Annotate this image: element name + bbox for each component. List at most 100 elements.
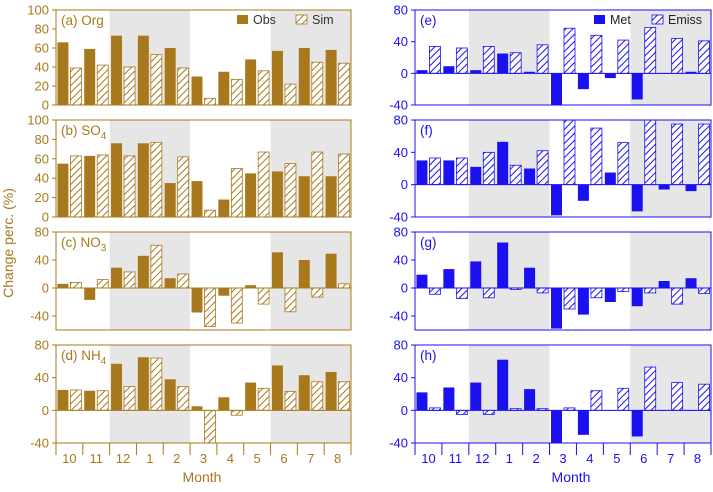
panel-3-label: (d) NH4 <box>61 348 107 367</box>
panel-5-bar-emiss-2 <box>536 150 549 186</box>
panel-6-shade-1 <box>630 232 711 330</box>
panel-1-bar-obs-1 <box>137 143 149 217</box>
panel-0-shade-0 <box>109 10 191 105</box>
panel-4-bar-emiss-4 <box>590 34 603 74</box>
panel-6-bar-met-6 <box>631 288 643 307</box>
panel-4-frame <box>414 9 712 106</box>
panel-0-bar-sim-3 <box>204 97 216 106</box>
panel-5-bar-emiss-6 <box>644 119 657 186</box>
panel-5-bar-emiss-10 <box>429 157 441 186</box>
axes-layer <box>52 9 712 455</box>
panel-1-bar-sim-12 <box>123 155 136 218</box>
panel-2-bar-sim-3 <box>204 287 216 327</box>
panel-4-legend-swatch-emiss <box>651 14 664 25</box>
panel-0-bar-sim-12 <box>123 66 136 106</box>
panel-0-bar-sim-1 <box>150 54 163 106</box>
panel-4-bar-met-4 <box>577 73 589 90</box>
panel-3-xtick-label-6: 6 <box>280 451 287 466</box>
panel-7-xtick-label-11: 11 <box>449 451 463 466</box>
panel-0-legend-swatch-obs <box>237 15 248 24</box>
panel-3-bar-obs-7 <box>298 375 310 411</box>
panel-1-bar-obs-8 <box>325 176 337 217</box>
panel-7-xtick-label-12: 12 <box>475 451 489 466</box>
panel-6-bar-met-1 <box>497 242 509 288</box>
panel-5-bar-met-12 <box>470 166 482 185</box>
panel-4-ytick-label-0: 0 <box>401 66 408 81</box>
panel-6-bar-emiss-3 <box>563 287 576 310</box>
panel-7-bar-met-1 <box>497 359 509 411</box>
panel-2-bar-obs-7 <box>298 260 310 288</box>
panel-0-bar-obs-7 <box>298 48 310 105</box>
panel-6-bar-emiss-12 <box>482 287 495 299</box>
label-layer: Change perc. (%) Month Month 02040608010… <box>0 3 702 486</box>
panel-3-bar-obs-11 <box>84 390 96 411</box>
panel-2-bar-obs-2 <box>164 278 176 288</box>
panel-1-bar-obs-11 <box>84 155 96 217</box>
panel-1-bar-obs-3 <box>191 181 203 217</box>
panel-3-bar-sim-3 <box>204 409 216 444</box>
panel-3-bar-obs-4 <box>218 397 230 411</box>
panel-5-bar-met-11 <box>443 160 455 185</box>
panel-3-ytick-label-40: 40 <box>35 370 49 385</box>
panel-2-bar-sim-4 <box>230 287 243 324</box>
panel-4-bar-emiss-3 <box>563 27 576 74</box>
panel-6-bar-met-12 <box>470 261 482 288</box>
panel-2-bar-sim-2 <box>177 273 190 289</box>
panel-4-label: (e) <box>420 13 437 28</box>
panel-1-bar-obs-5 <box>245 173 257 217</box>
panel-0-bar-obs-8 <box>325 49 337 105</box>
panel-5-bar-emiss-1 <box>509 164 522 186</box>
panel-4-bar-emiss-7 <box>671 38 684 74</box>
panel-3-bar-obs-2 <box>164 379 176 411</box>
panel-2-bar-sim-8 <box>338 283 350 289</box>
panel-4-bar-emiss-2 <box>536 44 549 74</box>
panel-7-xtick-label-7: 7 <box>667 451 674 466</box>
panel-5-frame <box>414 119 712 218</box>
panel-7-xtick-label-5: 5 <box>613 451 620 466</box>
panel-5-shade-0 <box>468 120 550 217</box>
panel-0-bar-obs-6 <box>271 50 283 105</box>
panel-6-bar-met-3 <box>551 288 562 329</box>
panel-7-ytick-label-0: 0 <box>401 403 408 418</box>
panel-3-bar-sim-11 <box>96 390 109 411</box>
panel-5-bar-met-5 <box>604 172 616 185</box>
panel-2-bar-obs-5 <box>245 285 257 288</box>
panel-6-bar-met-8 <box>685 278 697 288</box>
panel-7-bar-emiss-12 <box>482 409 495 415</box>
panel-4-ytick-label--40: -40 <box>389 98 408 113</box>
panel-1-ytick-label-20: 20 <box>35 190 49 205</box>
panel-4-bar-emiss-8 <box>698 40 710 74</box>
panel-0-ytick-label-100: 100 <box>27 3 49 18</box>
panel-1-ytick-label-0: 0 <box>42 210 49 225</box>
panel-0-bar-obs-4 <box>218 71 230 105</box>
panel-0-label: (a) Org <box>61 13 104 28</box>
panel-0-ytick-label-40: 40 <box>35 60 49 75</box>
panel-3-bar-obs-12 <box>111 363 123 411</box>
panel-7-bar-emiss-4 <box>590 390 603 411</box>
panel-6-shade-0 <box>468 232 550 330</box>
panel-2-bar-sim-12 <box>123 271 136 289</box>
panel-5-bar-met-2 <box>524 168 536 185</box>
shared-y-axis-label: Change perc. (%) <box>0 188 16 298</box>
panel-5-bar-met-4 <box>577 184 589 201</box>
panel-0-legend-swatch-sim <box>295 14 308 25</box>
panel-1-bar-sim-2 <box>177 156 190 218</box>
x-axis-title-left: Month <box>183 469 222 485</box>
panel-2-ytick-label--40: -40 <box>30 309 49 324</box>
panel-0-frame <box>55 9 352 106</box>
panel-0-legend-label-obs: Obs <box>253 13 276 27</box>
panel-5-shade-1 <box>630 120 711 217</box>
panel-4-bar-emiss-10 <box>429 46 441 74</box>
panel-6-bar-met-7 <box>658 281 670 288</box>
bar-layer <box>57 27 710 444</box>
panel-1-bar-sim-4 <box>230 168 243 218</box>
panel-3-bar-obs-3 <box>191 406 203 411</box>
panel-3-bar-sim-1 <box>150 357 163 411</box>
panel-1-ytick-label-100: 100 <box>27 113 49 128</box>
panel-6-bar-met-5 <box>604 288 616 302</box>
panel-7-ytick-label-80: 80 <box>394 338 408 353</box>
panel-0-bar-sim-11 <box>96 64 109 106</box>
panel-6-bar-emiss-10 <box>429 287 441 295</box>
panel-6-bar-emiss-11 <box>455 287 468 299</box>
